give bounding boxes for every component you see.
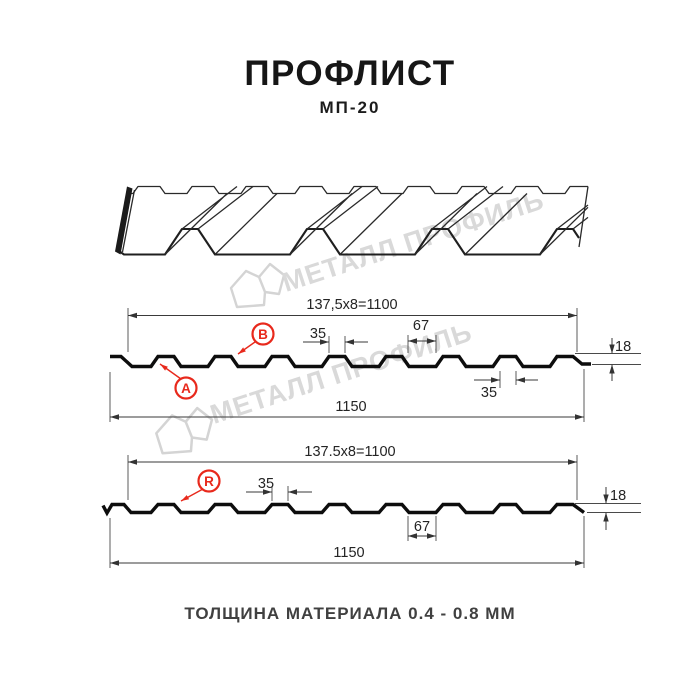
dim-rib-top-lower: 35 bbox=[474, 371, 538, 401]
label-b: B bbox=[237, 322, 275, 355]
dim-valley-bottom: 67 bbox=[407, 516, 437, 541]
dim-pitch-bottom: 137.5x8=1100 bbox=[127, 444, 578, 500]
sheet-right-edge bbox=[578, 186, 589, 248]
watermark-upper: МЕТАЛЛ ПРОФИЛЬ bbox=[229, 185, 548, 309]
watermark-text: МЕТАЛЛ ПРОФИЛЬ bbox=[279, 185, 548, 298]
metal-profil-logo-icon bbox=[229, 262, 286, 309]
profile-top-outline bbox=[110, 354, 591, 369]
dim-rib-top-value: 35 bbox=[310, 326, 326, 342]
label-a-letter: A bbox=[181, 381, 191, 396]
dim-total-bottom: 1150 bbox=[109, 516, 585, 568]
dim-total-top-value: 1150 bbox=[335, 399, 366, 415]
sheet-back-edge bbox=[131, 185, 588, 195]
dim-pitch-bottom-value: 137.5x8=1100 bbox=[304, 444, 395, 460]
sheet-left-edge-line bbox=[121, 189, 136, 253]
label-r: R bbox=[180, 469, 221, 502]
profile-bottom-outline bbox=[101, 502, 585, 517]
dim-rib-top-lower-value: 35 bbox=[481, 385, 497, 401]
dim-valley-top-value: 67 bbox=[413, 318, 429, 334]
dim-height-bottom: 18 bbox=[575, 487, 641, 530]
page-title: ПРОФЛИСТ bbox=[244, 54, 456, 93]
label-a: A bbox=[159, 363, 198, 400]
dim-total-top: 1150 bbox=[109, 369, 585, 422]
profile-bottom-view: 137.5x8=1100 35 67 1150 bbox=[101, 444, 641, 568]
dim-height-top-value: 18 bbox=[615, 339, 631, 355]
dim-total-bottom-value: 1150 bbox=[333, 545, 364, 561]
dim-rib-top-r: 35 bbox=[246, 476, 312, 501]
label-b-letter: B bbox=[258, 327, 268, 342]
dim-rib-top-r-value: 35 bbox=[258, 476, 274, 492]
dim-height-bottom-value: 18 bbox=[610, 488, 626, 504]
dim-rib-top: 35 bbox=[303, 326, 368, 353]
dim-valley-bottom-value: 67 bbox=[414, 519, 430, 535]
dim-pitch-top: 137,5x8=1100 bbox=[127, 297, 578, 352]
sheet-3d-view bbox=[115, 185, 589, 256]
dim-pitch-top-value: 137,5x8=1100 bbox=[306, 297, 397, 313]
dim-valley-top: 67 bbox=[407, 318, 437, 353]
profile-top-view: 137,5x8=1100 35 67 35 bbox=[109, 297, 641, 422]
dim-height-top: 18 bbox=[575, 338, 641, 381]
product-code: МП-20 bbox=[319, 98, 381, 117]
sheet-left-edge bbox=[115, 186, 133, 255]
sheet-rib-folds bbox=[164, 185, 589, 255]
metal-profil-logo-icon bbox=[155, 406, 214, 455]
sheet-front-edge bbox=[118, 227, 580, 256]
material-thickness-caption: ТОЛЩИНА МАТЕРИАЛА 0.4 - 0.8 ММ bbox=[184, 604, 516, 623]
label-r-letter: R bbox=[204, 474, 214, 489]
